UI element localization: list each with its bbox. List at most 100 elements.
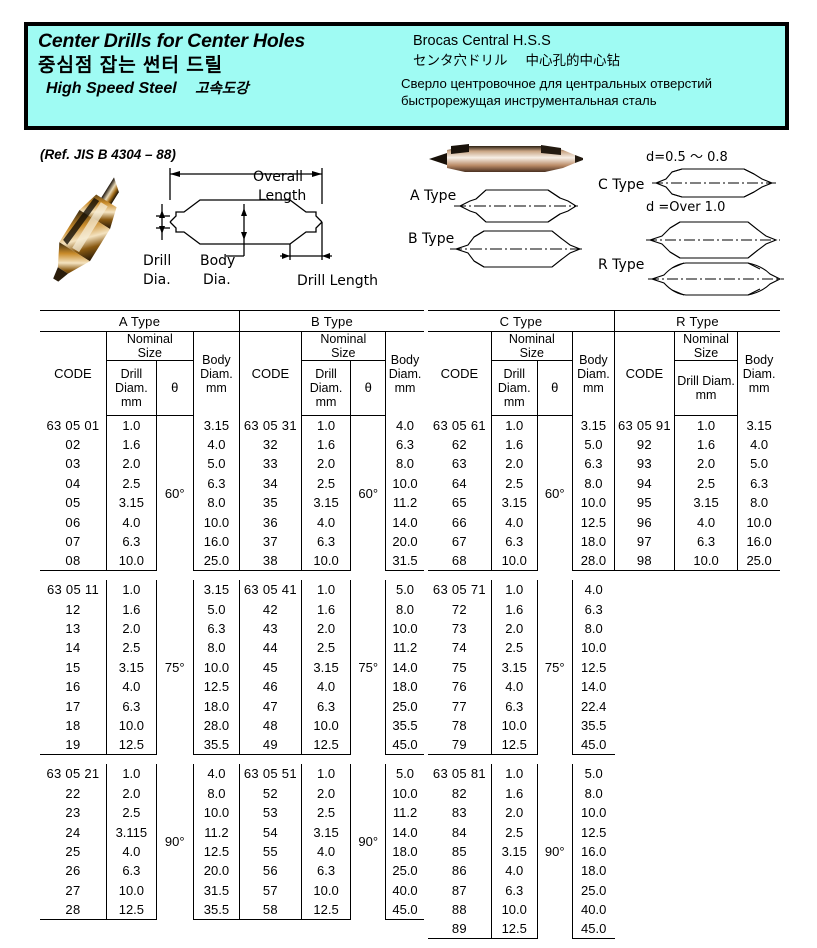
table-header-row-drill: Drill Diam. mm θ Drill Diam. mm θ (40, 360, 424, 416)
cell-empty (674, 822, 737, 841)
cell-code: 75 (451, 659, 467, 675)
cell-drill-diam: 6.3 (673, 531, 738, 552)
cell-body-diam: 10.0 (571, 802, 615, 823)
cell-drill-diam: 3.15 (490, 841, 538, 862)
cell-body-diam: 12.5 (571, 822, 615, 842)
cell-drill-diam: 4.0 (105, 841, 157, 862)
table-row: 83 2.0 10.0 (428, 802, 780, 823)
cell-code: 58 (239, 899, 302, 920)
label-overall-length-2: Length (258, 188, 307, 204)
cell-body-diam: 12.5 (571, 512, 615, 532)
cell-body-diam: 40.0 (571, 899, 615, 920)
header-nominal-line1: Nominal (508, 332, 555, 346)
table-row: 16 4.0 12.5 46 4.0 18.0 (40, 677, 424, 697)
cell-drill-diam: 1.6 (490, 783, 538, 803)
cell-drill-diam: 6.3 (490, 696, 538, 716)
header-body-line1: Body (390, 352, 420, 367)
cell-code: 72 (451, 601, 467, 617)
cell-code: 92 (614, 434, 675, 455)
cell-code: 56 (239, 861, 302, 881)
cell-code: 84 (451, 824, 467, 840)
table-row: 89 12.5 45.0 (428, 919, 780, 940)
table-row: 08 10.0 25.0 38 10.0 31.5 (40, 551, 424, 572)
cell-empty (615, 764, 675, 783)
table-row: 24 3.115 11.2 54 3.15 14.0 (40, 822, 424, 842)
cell-body-diam: 14.0 (385, 657, 424, 678)
cell-body-diam: 4.0 (571, 580, 615, 600)
cell-drill-diam: 3.115 (105, 822, 157, 842)
diagram-area: Overall Length Drill Dia. Body Dia. Dril… (0, 140, 817, 300)
cell-body-diam: 45.0 (571, 735, 615, 756)
center-drill-photo-horizontal (429, 144, 583, 172)
cell-code: 63 05 21 (46, 766, 100, 782)
cell-code: 57 (239, 880, 302, 900)
cell-drill-diam: 3.15 (300, 493, 351, 513)
header-body-line1: Body (744, 352, 774, 367)
cell-drill-diam: 10.0 (490, 899, 538, 920)
header-body-diam-a: Body Diam. mm (192, 331, 240, 416)
table-header: A Type B Type CODE Nominal Size Body Dia… (40, 310, 424, 416)
diagram-c-type-small (652, 168, 776, 198)
table-block-spacer (428, 755, 780, 765)
cell-empty (615, 842, 675, 861)
cell-empty (615, 900, 675, 919)
cell-drill-diam: 3.15 (673, 493, 738, 513)
cell-code: 13 (65, 621, 81, 637)
cell-code: 82 (451, 785, 467, 801)
cell-code: 93 (614, 454, 675, 474)
cell-body-diam: 8.0 (737, 493, 780, 513)
cell-body-diam: 3.15 (571, 415, 615, 435)
cell-drill-diam: 1.0 (105, 764, 157, 784)
jis-reference: (Ref. JIS B 4304 – 88) (40, 147, 176, 162)
cell-body-diam: 18.0 (192, 696, 240, 716)
cell-body-diam: 18.0 (385, 677, 424, 697)
cell-drill-diam: 4.0 (105, 677, 157, 697)
table-header: C Type R Type CODE Nominal Size Body Dia… (428, 310, 780, 416)
header-nominal-size-b: Nominal Size (300, 331, 386, 361)
table-row: 06 4.0 10.0 36 4.0 14.0 (40, 512, 424, 532)
cell-body-diam: 20.0 (385, 531, 424, 552)
cell-drill-diam: 1.0 (105, 580, 157, 600)
cell-drill-diam: 6.3 (105, 861, 157, 881)
label-drill-dia-1: Drill (143, 253, 172, 269)
cell-code: 23 (65, 805, 81, 821)
header-theta-c: θ (536, 360, 573, 416)
cell-body-diam: 12.5 (571, 657, 615, 678)
cell-code: 54 (239, 822, 302, 842)
cell-code: 85 (451, 843, 467, 859)
header-theta-b: θ (350, 360, 386, 416)
cell-code: 48 (239, 715, 302, 736)
cell-code: 55 (239, 841, 302, 862)
cell-code: 68 (428, 551, 492, 572)
cell-body-diam: 35.5 (192, 735, 240, 756)
cell-code: 12 (65, 601, 81, 617)
cell-empty (738, 919, 780, 938)
cell-body-diam: 35.5 (385, 715, 424, 736)
table-row: 15 3.15 10.0 45 3.15 14.0 (40, 657, 424, 678)
cell-body-diam: 6.3 (571, 454, 615, 474)
cell-empty (674, 764, 737, 783)
cell-code: 53 (239, 802, 302, 823)
label-c-type: C Type (598, 177, 645, 193)
cell-drill-diam: 2.0 (490, 454, 538, 474)
cell-drill-diam: 1.0 (490, 580, 538, 600)
cell-empty (738, 696, 780, 715)
header-banner-inner: Center Drills for Center Holes 중심점 잡는 썬터… (28, 26, 785, 126)
cell-empty (674, 658, 737, 677)
cell-empty (674, 861, 737, 880)
center-drill-photo (53, 177, 119, 282)
cell-body-diam: 10.0 (385, 618, 424, 639)
table-row: 66 4.0 12.5 96 4.0 10.0 (428, 512, 780, 532)
table-row: 17 6.3 18.0 47 6.3 25.0 (40, 696, 424, 716)
cell-drill-diam: 10.0 (300, 551, 351, 572)
cell-empty (674, 919, 737, 938)
table-header-row-drill: Drill Diam. mm θ Drill Diam. mm (428, 360, 780, 416)
cell-body-diam: 22.4 (571, 696, 615, 716)
cell-empty (674, 638, 737, 657)
cell-empty (738, 716, 780, 735)
label-drill-length: Drill Length (297, 273, 378, 289)
table-row: 02 1.6 4.0 32 1.6 6.3 (40, 434, 424, 455)
cell-body-diam: 12.5 (192, 841, 240, 862)
table-row: 23 2.5 10.0 53 2.5 11.2 (40, 802, 424, 823)
table-row: 27 10.0 31.5 57 10.0 40.0 (40, 880, 424, 900)
